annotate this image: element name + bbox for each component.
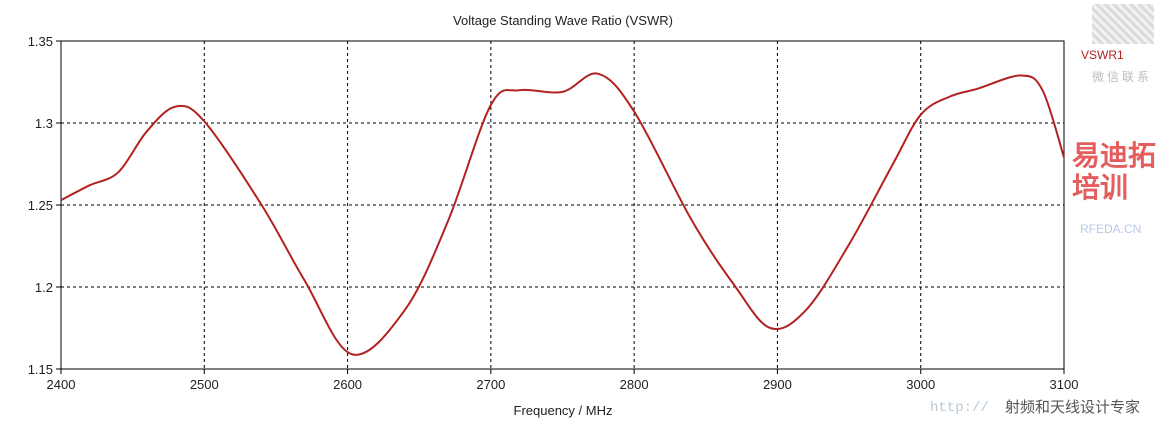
x-tick-label: 3000	[906, 377, 935, 392]
y-tick-label: 1.25	[28, 198, 53, 213]
x-tick-label: 2900	[763, 377, 792, 392]
chart-title: Voltage Standing Wave Ratio (VSWR)	[453, 13, 673, 28]
x-tick-label: 2600	[333, 377, 362, 392]
x-tick-label: 2800	[620, 377, 649, 392]
y-tick-label: 1.3	[35, 116, 53, 131]
ticks: 2400 2500 2600 2700 2800 2900 3000 3100 1.15 1.2 1…	[28, 34, 1079, 392]
x-tick-label: 2700	[476, 377, 505, 392]
y-tick-label: 1.35	[28, 34, 53, 49]
x-tick-label: 3100	[1050, 377, 1079, 392]
grid	[61, 41, 1064, 369]
x-axis-label: Frequency / MHz	[514, 403, 613, 418]
y-tick-label: 1.15	[28, 362, 53, 377]
x-tick-label: 2500	[190, 377, 219, 392]
series-line-vswr1	[60, 72, 1065, 356]
x-tick-label: 2400	[47, 377, 76, 392]
y-tick-label: 1.2	[35, 280, 53, 295]
